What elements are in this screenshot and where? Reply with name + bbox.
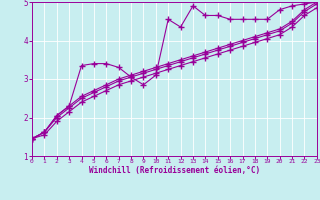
X-axis label: Windchill (Refroidissement éolien,°C): Windchill (Refroidissement éolien,°C) <box>89 166 260 175</box>
